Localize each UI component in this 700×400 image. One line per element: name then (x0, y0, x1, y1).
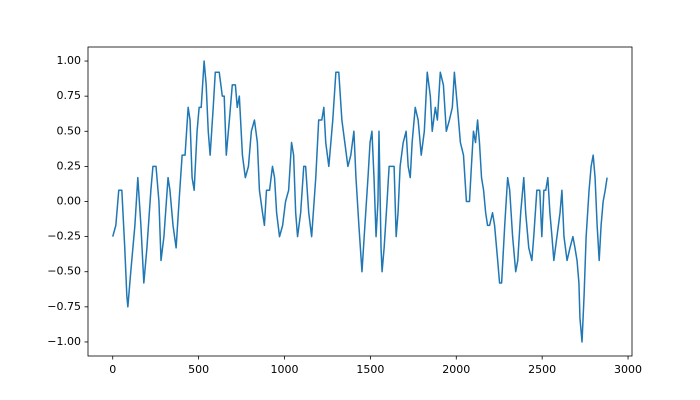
x-tick-label: 3000 (614, 363, 642, 376)
x-tick-label: 2000 (442, 363, 470, 376)
x-tick-label: 1500 (356, 363, 384, 376)
x-tick-label: 1000 (271, 363, 299, 376)
x-tick-label: 0 (109, 363, 116, 376)
y-tick-label: 0.75 (57, 89, 82, 102)
y-tick-label: −0.50 (47, 265, 81, 278)
y-tick-label: −0.25 (47, 230, 81, 243)
plot-frame (87, 46, 633, 357)
y-tick-label: 0.25 (57, 159, 82, 172)
y-tick-label: 0.50 (57, 124, 82, 137)
y-tick-label: 1.00 (57, 54, 82, 67)
y-tick-label: −0.75 (47, 300, 81, 313)
data-line (112, 60, 608, 343)
x-tick-label: 2500 (528, 363, 556, 376)
y-tick-label: 0.00 (57, 195, 82, 208)
y-tick-label: −1.00 (47, 335, 81, 348)
x-tick-label: 500 (188, 363, 209, 376)
